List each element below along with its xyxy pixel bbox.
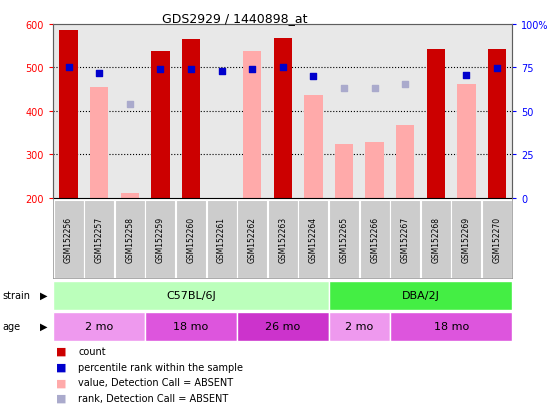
- Text: ■: ■: [56, 393, 67, 403]
- Bar: [298, 200, 328, 279]
- Bar: [274, 39, 292, 198]
- Text: count: count: [78, 346, 106, 356]
- Text: ▶: ▶: [40, 290, 48, 300]
- Bar: [243, 52, 262, 198]
- Text: strain: strain: [3, 290, 31, 300]
- Point: [217, 69, 226, 75]
- Text: GSM152268: GSM152268: [431, 216, 440, 263]
- Text: percentile rank within the sample: percentile rank within the sample: [78, 362, 244, 372]
- Bar: [329, 312, 390, 341]
- Text: value, Detection Call = ABSENT: value, Detection Call = ABSENT: [78, 377, 234, 387]
- Point: [278, 64, 287, 71]
- Text: 18 mo: 18 mo: [433, 321, 469, 331]
- Text: DBA/2J: DBA/2J: [402, 290, 440, 300]
- Bar: [84, 200, 114, 279]
- Text: GSM152269: GSM152269: [462, 216, 471, 263]
- Point: [309, 74, 318, 81]
- Text: ■: ■: [56, 346, 67, 356]
- Bar: [366, 142, 384, 198]
- Text: GSM152264: GSM152264: [309, 216, 318, 263]
- Bar: [458, 85, 475, 198]
- Text: GSM152257: GSM152257: [95, 216, 104, 263]
- Bar: [182, 40, 200, 198]
- Text: GSM152256: GSM152256: [64, 216, 73, 263]
- Bar: [329, 281, 512, 310]
- Bar: [451, 200, 482, 279]
- Text: ■: ■: [56, 377, 67, 387]
- Point: [339, 85, 348, 92]
- Bar: [53, 312, 145, 341]
- Text: ■: ■: [56, 362, 67, 372]
- Bar: [237, 312, 329, 341]
- Text: GSM152267: GSM152267: [401, 216, 410, 263]
- Point: [370, 85, 379, 92]
- Text: 26 mo: 26 mo: [265, 321, 300, 331]
- Text: ▶: ▶: [40, 321, 48, 331]
- Point: [125, 101, 134, 108]
- Point: [95, 70, 104, 77]
- Bar: [237, 200, 267, 279]
- Point: [156, 67, 165, 74]
- Bar: [427, 50, 445, 198]
- Bar: [115, 200, 144, 279]
- Bar: [59, 31, 78, 198]
- Point: [493, 66, 502, 72]
- Bar: [329, 200, 359, 279]
- Text: GDS2929 / 1440898_at: GDS2929 / 1440898_at: [162, 12, 308, 25]
- Text: GSM152258: GSM152258: [125, 216, 134, 263]
- Bar: [146, 200, 175, 279]
- Bar: [482, 200, 512, 279]
- Bar: [421, 200, 451, 279]
- Bar: [304, 95, 323, 198]
- Text: age: age: [3, 321, 21, 331]
- Bar: [268, 200, 298, 279]
- Text: 2 mo: 2 mo: [345, 321, 374, 331]
- Text: GSM152259: GSM152259: [156, 216, 165, 263]
- Text: GSM152270: GSM152270: [493, 216, 502, 263]
- Bar: [120, 194, 139, 198]
- Text: C57BL/6J: C57BL/6J: [166, 290, 216, 300]
- Point: [186, 67, 195, 74]
- Point: [64, 64, 73, 71]
- Text: 18 mo: 18 mo: [174, 321, 208, 331]
- Bar: [90, 88, 108, 198]
- Bar: [176, 200, 206, 279]
- Text: GSM152262: GSM152262: [248, 216, 256, 263]
- Bar: [335, 145, 353, 198]
- Text: GSM152266: GSM152266: [370, 216, 379, 263]
- Bar: [54, 200, 83, 279]
- Text: GSM152261: GSM152261: [217, 216, 226, 263]
- Bar: [390, 312, 512, 341]
- Text: rank, Detection Call = ABSENT: rank, Detection Call = ABSENT: [78, 393, 228, 403]
- Point: [462, 73, 471, 79]
- Text: GSM152260: GSM152260: [186, 216, 195, 263]
- Bar: [145, 312, 237, 341]
- Bar: [390, 200, 420, 279]
- Text: GSM152265: GSM152265: [339, 216, 348, 263]
- Bar: [396, 126, 414, 198]
- Point: [248, 66, 256, 73]
- Text: 2 mo: 2 mo: [85, 321, 113, 331]
- Bar: [53, 281, 329, 310]
- Bar: [207, 200, 236, 279]
- Bar: [488, 50, 506, 198]
- Bar: [360, 200, 390, 279]
- Bar: [151, 52, 170, 198]
- Text: GSM152263: GSM152263: [278, 216, 287, 263]
- Point: [401, 81, 410, 88]
